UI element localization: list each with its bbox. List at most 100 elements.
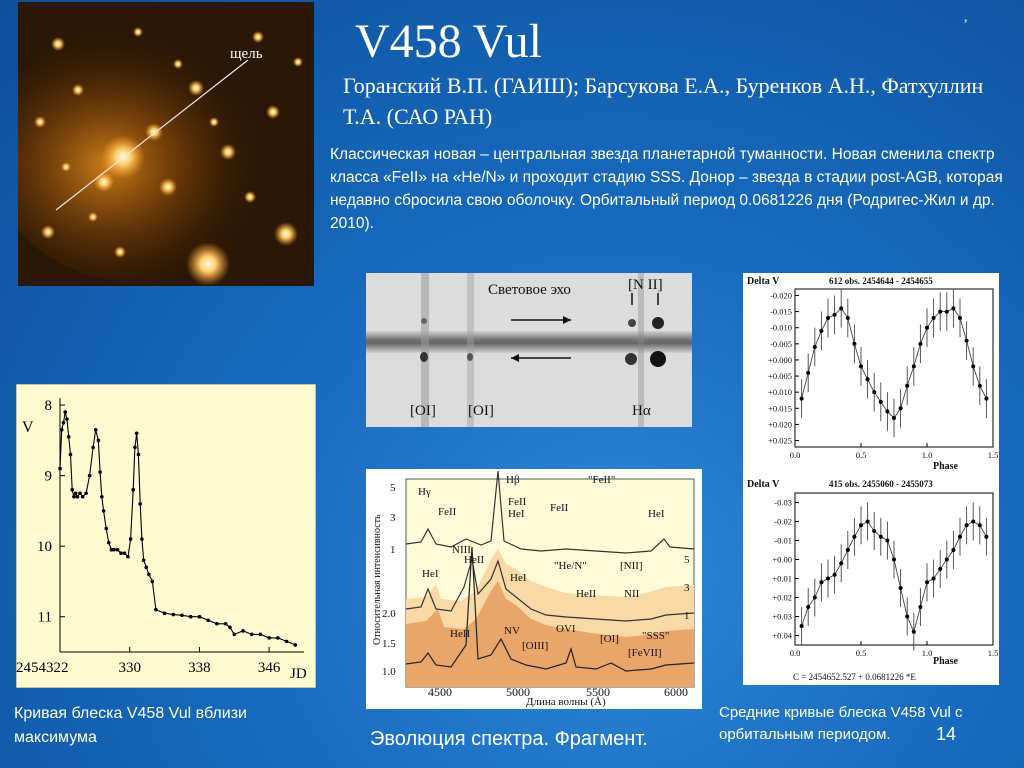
line-label-hen-class: "He/N" xyxy=(554,560,587,572)
light-curve-chart: 8 9 10 11 2454322 330 338 346 V JD xyxy=(16,384,316,688)
spectrum-hot-fill xyxy=(406,581,694,687)
spectrum-xtick: 5000 xyxy=(506,685,530,699)
line-label-feii: FeII xyxy=(508,496,527,508)
line-label-nii: NII xyxy=(624,588,640,600)
orbital-point xyxy=(892,557,896,562)
page-number: 14 xyxy=(936,724,957,744)
orbital-1-title: 612 obs. 2454644 - 2454655 xyxy=(829,276,933,286)
orbital-xtick-label: 1.5 xyxy=(988,450,999,460)
orbital-point xyxy=(826,316,830,321)
orbital-ytick-label: -0.010 xyxy=(770,323,792,333)
orbital-ytick-label: +0.000 xyxy=(768,355,792,365)
orbital-ytick-label: +0.01 xyxy=(772,574,792,584)
light-curve-ytick-label: 11 xyxy=(38,610,52,626)
caption-light-curve: Кривая блеска V458 Vul вблизи максимума xyxy=(14,705,247,746)
light-curve-point xyxy=(249,632,254,637)
light-curve-ylabel: V xyxy=(22,419,34,436)
light-curve-point xyxy=(144,565,149,570)
echo-oi-label-1: [OI] xyxy=(410,403,436,419)
orbital-point xyxy=(971,364,976,369)
light-curve-point xyxy=(134,431,139,436)
stray-mark: , xyxy=(964,10,968,25)
orbital-point xyxy=(859,523,863,528)
orbital-point xyxy=(892,415,896,420)
orbital-point xyxy=(918,605,923,609)
slit-line xyxy=(55,59,249,211)
spectrum-ytick: 1 xyxy=(390,544,396,556)
orbital-point xyxy=(931,576,936,581)
light-curve-point xyxy=(241,629,245,633)
orbital-point xyxy=(918,341,923,346)
light-curve-point xyxy=(141,558,146,563)
light-curve-point xyxy=(150,579,155,584)
orbital-point xyxy=(938,309,943,314)
light-curve-point xyxy=(104,526,108,531)
orbital-curves-panel: -0.020 -0.015 -0.010 -0.005 +0.000 +0.005 +0.0… xyxy=(743,273,999,685)
line-label-hei: HeI xyxy=(508,508,525,520)
line-label-fevii: [FeVII] xyxy=(628,647,662,659)
orbital-ytick-label: -0.015 xyxy=(770,307,792,317)
spectrum-ytick: 5 xyxy=(390,482,396,494)
orbital-curve-1-marks xyxy=(799,289,989,438)
light-curve-xtick-label: 2454322 xyxy=(16,660,69,676)
light-curve-point xyxy=(112,547,116,552)
light-curve-point xyxy=(232,632,237,637)
slit-label: щель xyxy=(230,46,263,62)
light-curve-point xyxy=(73,491,78,496)
light-curve-point xyxy=(131,487,135,492)
orbital-point xyxy=(845,316,850,321)
light-curve-point xyxy=(65,417,69,421)
orbital-xtick-label: 0.0 xyxy=(790,648,801,658)
light-curve-point xyxy=(284,639,289,644)
orbital-point xyxy=(878,399,883,404)
orbital-point xyxy=(865,519,870,524)
light-curve-point xyxy=(87,473,92,478)
echo-oi-label-2: [OI] xyxy=(468,403,494,419)
spectrum-xtick: 6000 xyxy=(664,685,688,699)
orbital-point xyxy=(839,561,844,566)
light-curve-point xyxy=(171,612,176,617)
light-curve-point xyxy=(126,554,130,559)
line-label-feii-class: "FeII" xyxy=(588,474,615,486)
light-curve-point xyxy=(267,636,271,640)
light-curve-point xyxy=(58,466,62,471)
echo-halpha-label: Hα xyxy=(632,403,651,419)
orbital-point xyxy=(971,519,976,524)
orbital-point xyxy=(819,328,824,333)
orbital-ytick-label: +0.015 xyxy=(768,403,792,413)
orbital-point xyxy=(852,341,857,346)
light-curve-xtick-label: 330 xyxy=(118,660,141,676)
light-curve-point xyxy=(96,438,101,443)
light-curve-ytick-label: 10 xyxy=(37,539,52,555)
description: Классическая новая – центральная звезда … xyxy=(330,146,1003,232)
orbital-point xyxy=(951,548,956,552)
star-field xyxy=(34,27,303,286)
orbital-frame xyxy=(794,288,994,448)
echo-label: Световое эхо xyxy=(488,282,571,298)
orbital-point xyxy=(898,406,903,411)
spectrum-xticks: 4500 5000 5500 6000 xyxy=(428,685,688,699)
spectrum-ytick: 2.0 xyxy=(382,608,396,620)
light-curve-point xyxy=(223,621,228,626)
orbital-point xyxy=(859,364,863,369)
orbital-xtick-label: 1.0 xyxy=(922,450,933,460)
spectrum-xtick: 4500 xyxy=(428,685,452,699)
light-curve-point xyxy=(136,452,141,457)
spectrum-ytick: 1.5 xyxy=(382,638,396,650)
line-label-sss-class: "SSS" xyxy=(642,630,669,642)
line-label-hei: HeI xyxy=(422,568,439,580)
light-curve-point xyxy=(122,551,127,556)
light-curve-marks xyxy=(58,410,298,647)
orbital-point xyxy=(911,629,916,634)
orbital-curve-2-axes: -0.03 -0.02 -0.01 +0.00 +0.01 +0.02 +0.03 +0.04… xyxy=(772,492,998,658)
orbital-xtick-label: 0.5 xyxy=(856,450,867,460)
orbital-point xyxy=(852,534,857,539)
light-curve-xtick-label: 338 xyxy=(188,660,211,676)
light-curve-point xyxy=(98,470,102,474)
orbital-ytick-label: -0.020 xyxy=(770,290,792,300)
line-label-ovi: OVI xyxy=(556,623,576,635)
orbital-ytick-label: +0.02 xyxy=(772,593,792,603)
orbital-curve-2-marks xyxy=(799,502,989,651)
spectrum-yticks: 5 3 1 2.0 1.5 1.0 5 3 1 xyxy=(382,482,690,678)
orbital-ytick-label: +0.00 xyxy=(772,555,792,565)
